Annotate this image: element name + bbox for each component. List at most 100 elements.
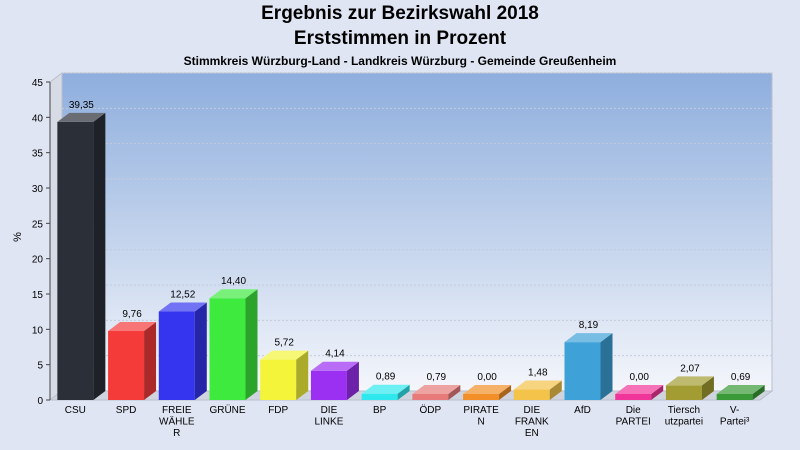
bar-side <box>549 380 562 400</box>
bar-value-label: 0,69 <box>731 372 751 383</box>
bar-value-label: 1,48 <box>528 368 548 379</box>
x-tick-label: BP <box>373 405 387 416</box>
bar <box>463 385 512 400</box>
bar-top <box>716 385 765 394</box>
bar-top <box>108 322 157 332</box>
bar-top <box>158 302 207 312</box>
y-tick-label: 15 <box>32 290 44 301</box>
x-tick-label: PARTEI <box>616 417 651 428</box>
bar-value-label: 5,72 <box>274 338 294 349</box>
bar <box>564 333 613 400</box>
bar-side <box>194 302 207 400</box>
x-tick-label: PIRATE <box>463 405 499 416</box>
bar-side <box>346 361 359 400</box>
x-tick-label: Partei³ <box>720 417 750 428</box>
bar-top <box>564 333 613 343</box>
bar-value-label: 12,52 <box>170 290 195 301</box>
y-tick-label: 30 <box>32 184 44 195</box>
bar-top <box>463 385 512 394</box>
x-tick-label: Tiersch <box>668 405 700 416</box>
bar <box>615 385 664 400</box>
y-axis: 0 5 10 15 20 25 30 35 40 45 <box>32 78 51 407</box>
x-tick-label: V- <box>730 405 739 416</box>
bar <box>716 385 765 400</box>
bar <box>209 289 258 400</box>
bar-top <box>513 380 562 390</box>
bar-front <box>463 394 500 400</box>
bar-top <box>209 289 258 299</box>
bar-value-label: 14,40 <box>221 276 246 287</box>
bar-value-label: 0,00 <box>629 372 649 383</box>
chart-title-line2: Erststimmen in Prozent <box>293 28 507 49</box>
x-tick-label: R <box>173 428 180 439</box>
bar-side <box>701 376 714 400</box>
bars: 39,35 9,76 12,52 14,40 5,72 4,14 0,89 0,79 0,00 1… <box>57 100 765 400</box>
bar <box>57 112 106 400</box>
x-tick-label: DIE <box>523 405 540 416</box>
x-tick-label: ÖDP <box>420 404 442 416</box>
bar <box>361 384 410 400</box>
bar-side <box>245 289 258 400</box>
bar-value-label: 8,19 <box>579 320 599 331</box>
bar-front <box>260 359 297 400</box>
x-tick-label: CSU <box>65 405 86 416</box>
bar-side <box>296 350 309 400</box>
plot-area <box>48 72 774 401</box>
bar-front <box>361 393 398 400</box>
bar <box>310 361 359 400</box>
bar-top <box>260 350 309 360</box>
y-tick-label: 45 <box>32 78 44 89</box>
bar <box>158 302 207 400</box>
bar <box>260 350 309 400</box>
plot-floor <box>48 390 774 401</box>
chart-title: Ergebnis zur Bezirkswahl 2018 <box>261 3 539 24</box>
bar-side <box>499 385 512 400</box>
bar-value-label: 0,00 <box>477 372 497 383</box>
x-tick-label: FDP <box>268 405 288 416</box>
bar-top <box>361 384 410 394</box>
bar-top <box>665 376 714 386</box>
bar-front <box>513 389 550 400</box>
bar-front <box>209 298 246 400</box>
bar-front <box>716 394 753 400</box>
bar <box>108 322 157 400</box>
bar-top <box>615 385 664 394</box>
y-axis-label: % <box>12 232 24 242</box>
bar-value-label: 0,89 <box>376 372 396 383</box>
bar-side <box>397 384 410 400</box>
bar-front <box>665 385 702 400</box>
bar-side <box>600 333 613 400</box>
bar-side <box>448 385 461 400</box>
x-tick-label: SPD <box>116 405 137 416</box>
x-tick-label: LINKE <box>314 417 343 428</box>
bar-value-label: 39,35 <box>69 100 94 111</box>
bar-side <box>93 112 106 400</box>
x-tick-label: FRANK <box>515 417 549 428</box>
bar-front <box>564 342 601 400</box>
bar-top <box>412 385 461 394</box>
x-tick-label: WÄHLE <box>159 416 195 428</box>
x-tick-label: Die <box>626 405 641 416</box>
bar-value-label: 4,14 <box>325 349 345 360</box>
bar-value-label: 9,76 <box>122 309 142 320</box>
bar-front <box>158 311 195 400</box>
x-tick-label: FREIE <box>162 405 192 416</box>
x-tick-label: utzpartei <box>665 417 703 428</box>
x-tick-label: N <box>477 417 484 428</box>
chart-subtitle: Stimmkreis Würzburg-Land - Landkreis Wür… <box>183 54 617 68</box>
y-tick-label: 5 <box>37 361 43 372</box>
bar <box>665 376 714 400</box>
y-tick-label: 20 <box>32 255 44 266</box>
bar-top <box>310 361 359 371</box>
bar-value-label: 2,07 <box>680 363 700 374</box>
bar-front <box>615 394 652 400</box>
x-tick-label: EN <box>525 428 539 439</box>
x-tick-label: GRÜNE <box>209 404 245 416</box>
bar <box>513 380 562 400</box>
y-tick-label: 25 <box>32 219 44 230</box>
bar-value-label: 0,79 <box>427 372 447 383</box>
bar-side <box>752 385 765 400</box>
bar-front <box>412 394 449 400</box>
